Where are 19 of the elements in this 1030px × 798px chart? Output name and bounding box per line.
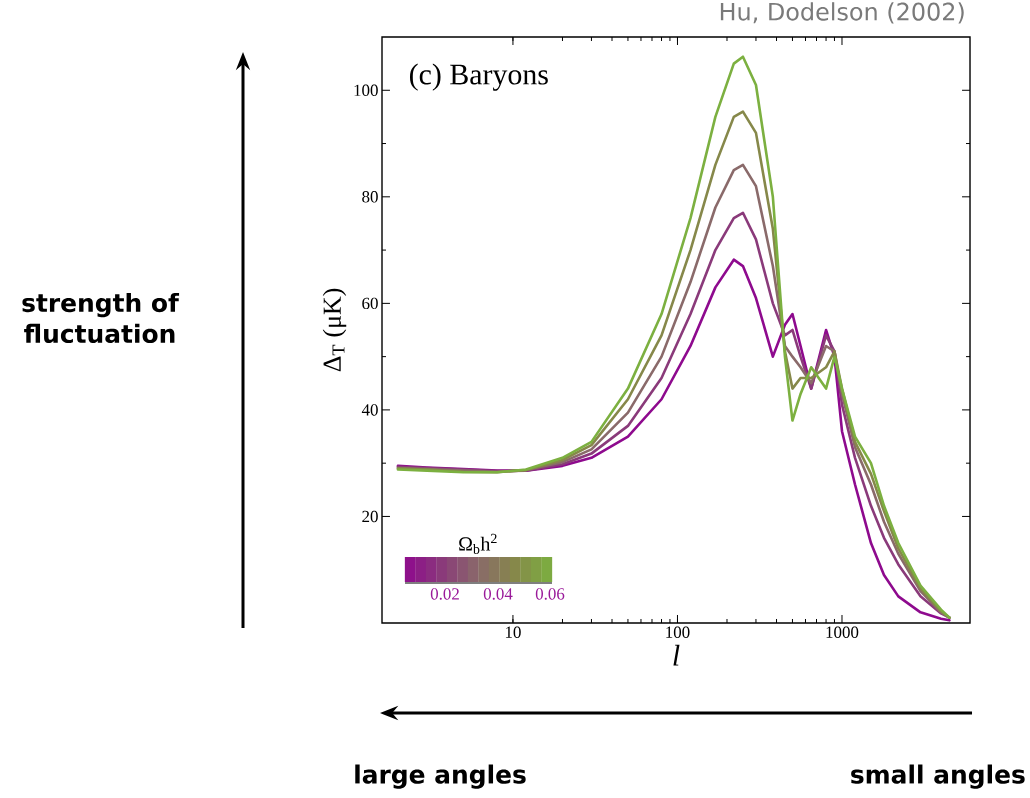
x-tick-label: 100: [666, 626, 690, 638]
annotation: 0.02: [430, 588, 459, 600]
text: small angles: [851, 764, 1025, 789]
y-tick-label: 100: [354, 84, 378, 96]
annotation: 0.04: [483, 588, 513, 600]
text: strength of fluctuation: [22, 292, 180, 344]
y-tick-label: 80: [362, 191, 378, 203]
text: large angles: [355, 764, 526, 789]
x-tick-label: 10: [505, 626, 521, 638]
x-axis-title: l: [673, 644, 680, 666]
y-tick-label: 20: [362, 510, 378, 523]
annotation: Ω$_{b}$h$^{2}$: [459, 533, 497, 554]
y-axis-title: Δ$_{T}$ (μK): [322, 288, 347, 372]
annotation: 0.06: [535, 588, 565, 600]
text: (c) Baryons: [409, 63, 548, 91]
y-tick-label: 60: [362, 297, 378, 310]
y-tick-label: 40: [361, 404, 378, 416]
text: Hu, Dodelson (2002): [720, 2, 964, 24]
x-tick-label: 1000: [826, 626, 859, 638]
